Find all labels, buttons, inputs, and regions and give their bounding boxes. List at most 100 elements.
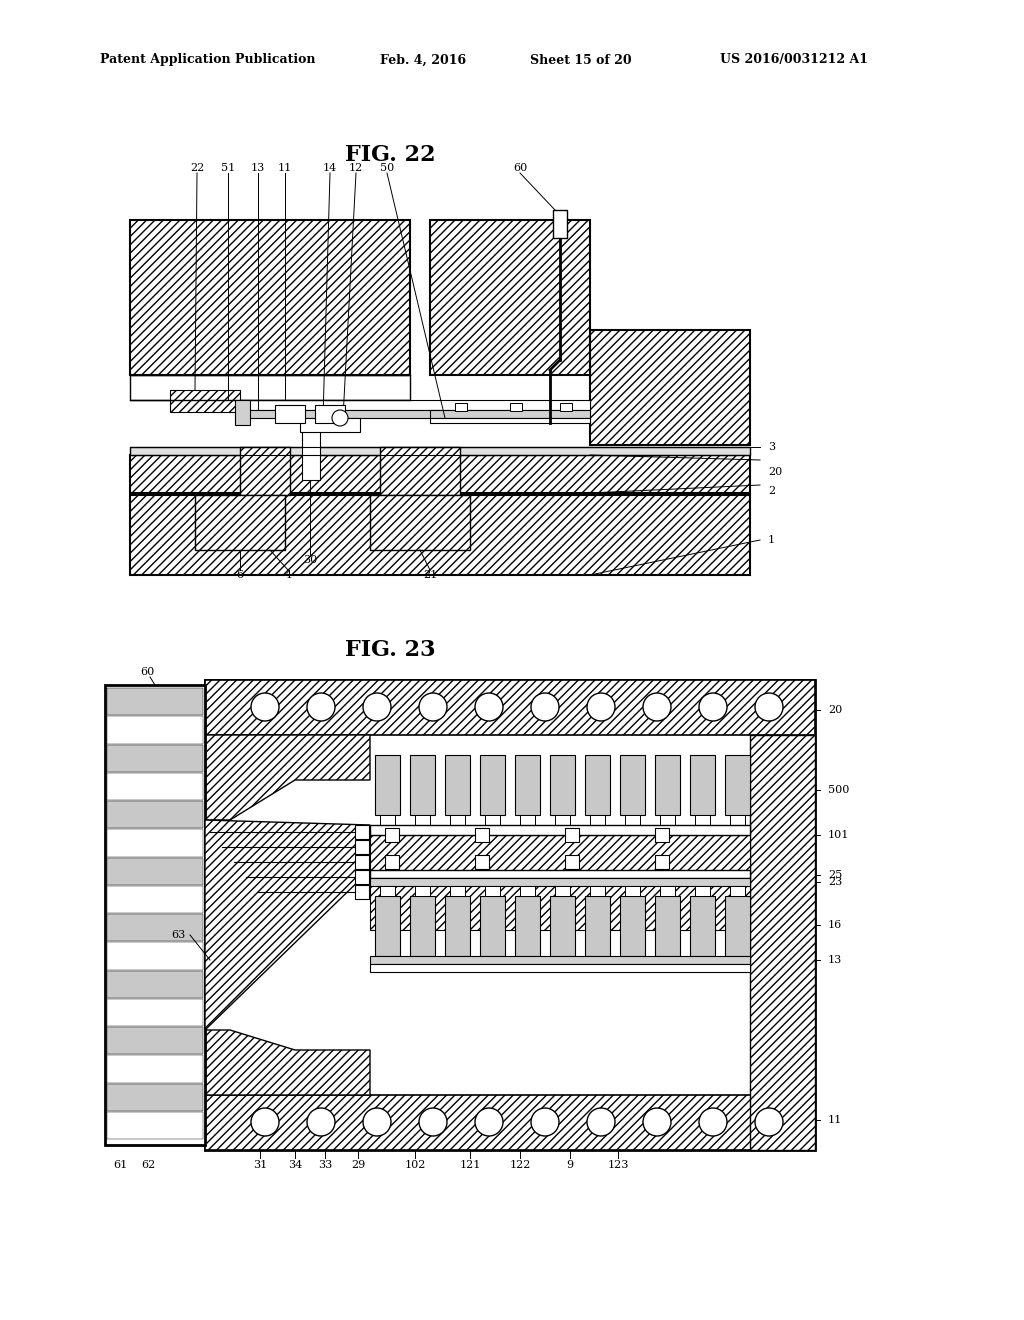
- Bar: [625, 814, 640, 825]
- Circle shape: [699, 693, 727, 721]
- Bar: [370, 964, 750, 972]
- Bar: [690, 755, 715, 814]
- Circle shape: [362, 1107, 391, 1137]
- Text: Feb. 4, 2016: Feb. 4, 2016: [380, 54, 466, 66]
- Bar: [655, 896, 680, 956]
- Bar: [240, 447, 290, 495]
- Bar: [106, 688, 203, 715]
- Text: 4: 4: [285, 570, 292, 579]
- Circle shape: [475, 693, 503, 721]
- Bar: [620, 896, 645, 956]
- Bar: [234, 400, 250, 425]
- Bar: [450, 886, 465, 896]
- Text: 60: 60: [140, 667, 155, 677]
- Bar: [370, 878, 750, 886]
- Bar: [355, 825, 369, 840]
- Text: FIG. 22: FIG. 22: [345, 144, 435, 166]
- Circle shape: [587, 1107, 615, 1137]
- Text: 1: 1: [768, 535, 775, 545]
- Bar: [355, 870, 369, 884]
- Bar: [480, 896, 505, 956]
- Bar: [106, 717, 203, 743]
- Text: 12: 12: [349, 162, 364, 173]
- Bar: [555, 814, 570, 825]
- Text: 121: 121: [460, 1160, 480, 1170]
- Bar: [275, 405, 305, 422]
- Bar: [106, 1111, 203, 1139]
- Text: 6: 6: [237, 570, 244, 579]
- Bar: [385, 828, 399, 842]
- Bar: [445, 896, 470, 956]
- Circle shape: [362, 693, 391, 721]
- Bar: [106, 829, 203, 857]
- Bar: [585, 896, 610, 956]
- Bar: [130, 495, 750, 576]
- Bar: [370, 825, 750, 836]
- Bar: [520, 814, 535, 825]
- Text: Patent Application Publication: Patent Application Publication: [100, 54, 315, 66]
- Text: 63: 63: [172, 931, 186, 940]
- Bar: [690, 896, 715, 956]
- Circle shape: [419, 693, 447, 721]
- Text: 13: 13: [251, 162, 265, 173]
- Circle shape: [419, 1107, 447, 1137]
- Bar: [380, 886, 395, 896]
- Bar: [205, 1096, 815, 1150]
- Bar: [565, 855, 579, 869]
- Bar: [130, 220, 410, 375]
- Text: 122: 122: [509, 1160, 530, 1170]
- Bar: [106, 801, 203, 828]
- Bar: [455, 403, 467, 411]
- Bar: [565, 828, 579, 842]
- Bar: [695, 886, 710, 896]
- Bar: [750, 735, 815, 1150]
- Bar: [130, 375, 410, 400]
- Bar: [590, 330, 750, 445]
- Bar: [300, 418, 360, 432]
- Bar: [106, 1084, 203, 1110]
- Text: 11: 11: [278, 162, 292, 173]
- Bar: [485, 886, 500, 896]
- Bar: [170, 389, 240, 412]
- Bar: [555, 886, 570, 896]
- Text: 22: 22: [189, 162, 204, 173]
- Circle shape: [643, 1107, 671, 1137]
- Bar: [370, 495, 470, 550]
- Bar: [385, 855, 399, 869]
- Bar: [475, 855, 489, 869]
- Polygon shape: [205, 820, 370, 1030]
- Bar: [590, 886, 605, 896]
- Text: 13: 13: [828, 954, 843, 965]
- Text: 23: 23: [828, 876, 843, 887]
- Bar: [370, 956, 750, 964]
- Bar: [355, 840, 369, 854]
- Text: 30: 30: [303, 554, 317, 565]
- Bar: [380, 814, 395, 825]
- Bar: [410, 896, 435, 956]
- Bar: [655, 755, 680, 814]
- Text: 25: 25: [828, 870, 843, 880]
- Text: 14: 14: [323, 162, 337, 173]
- Text: 31: 31: [253, 1160, 267, 1170]
- Circle shape: [475, 1107, 503, 1137]
- Bar: [620, 755, 645, 814]
- Circle shape: [699, 1107, 727, 1137]
- Bar: [725, 896, 750, 956]
- Bar: [302, 430, 319, 480]
- Text: 123: 123: [607, 1160, 629, 1170]
- Text: 20: 20: [828, 705, 843, 715]
- Bar: [106, 1055, 203, 1082]
- Bar: [590, 814, 605, 825]
- Text: 50: 50: [380, 162, 394, 173]
- Text: 29: 29: [351, 1160, 366, 1170]
- Bar: [655, 828, 669, 842]
- Bar: [370, 836, 750, 931]
- Bar: [730, 814, 745, 825]
- Bar: [106, 942, 203, 969]
- Bar: [475, 828, 489, 842]
- Bar: [240, 400, 590, 411]
- Text: 61: 61: [113, 1160, 127, 1170]
- Text: 11: 11: [828, 1115, 843, 1125]
- Text: 60: 60: [513, 162, 527, 173]
- Circle shape: [251, 1107, 279, 1137]
